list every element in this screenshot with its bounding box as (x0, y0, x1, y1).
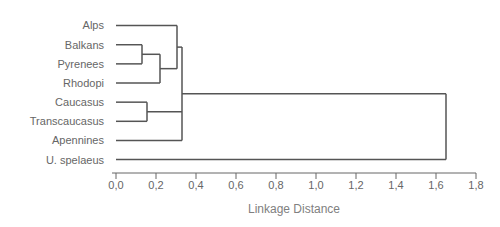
svg-text:Linkage Distance: Linkage Distance (248, 202, 340, 216)
svg-text:U. spelaeus: U. spelaeus (46, 154, 105, 166)
svg-text:Apennines: Apennines (52, 134, 104, 146)
svg-text:0,8: 0,8 (268, 179, 283, 191)
svg-text:0,6: 0,6 (228, 179, 243, 191)
svg-text:1,6: 1,6 (428, 179, 443, 191)
svg-text:1,2: 1,2 (348, 179, 363, 191)
svg-text:0,0: 0,0 (108, 179, 123, 191)
svg-text:1,0: 1,0 (308, 179, 323, 191)
svg-text:Rhodopi: Rhodopi (63, 77, 104, 89)
svg-text:Caucasus: Caucasus (55, 96, 104, 108)
svg-text:1,8: 1,8 (468, 179, 483, 191)
svg-text:Pyrenees: Pyrenees (58, 58, 105, 70)
svg-text:Alps: Alps (83, 19, 105, 31)
svg-text:0,4: 0,4 (188, 179, 203, 191)
svg-text:Balkans: Balkans (65, 39, 105, 51)
svg-text:1,4: 1,4 (388, 179, 403, 191)
svg-text:0,2: 0,2 (148, 179, 163, 191)
svg-text:Transcaucasus: Transcaucasus (30, 115, 105, 127)
